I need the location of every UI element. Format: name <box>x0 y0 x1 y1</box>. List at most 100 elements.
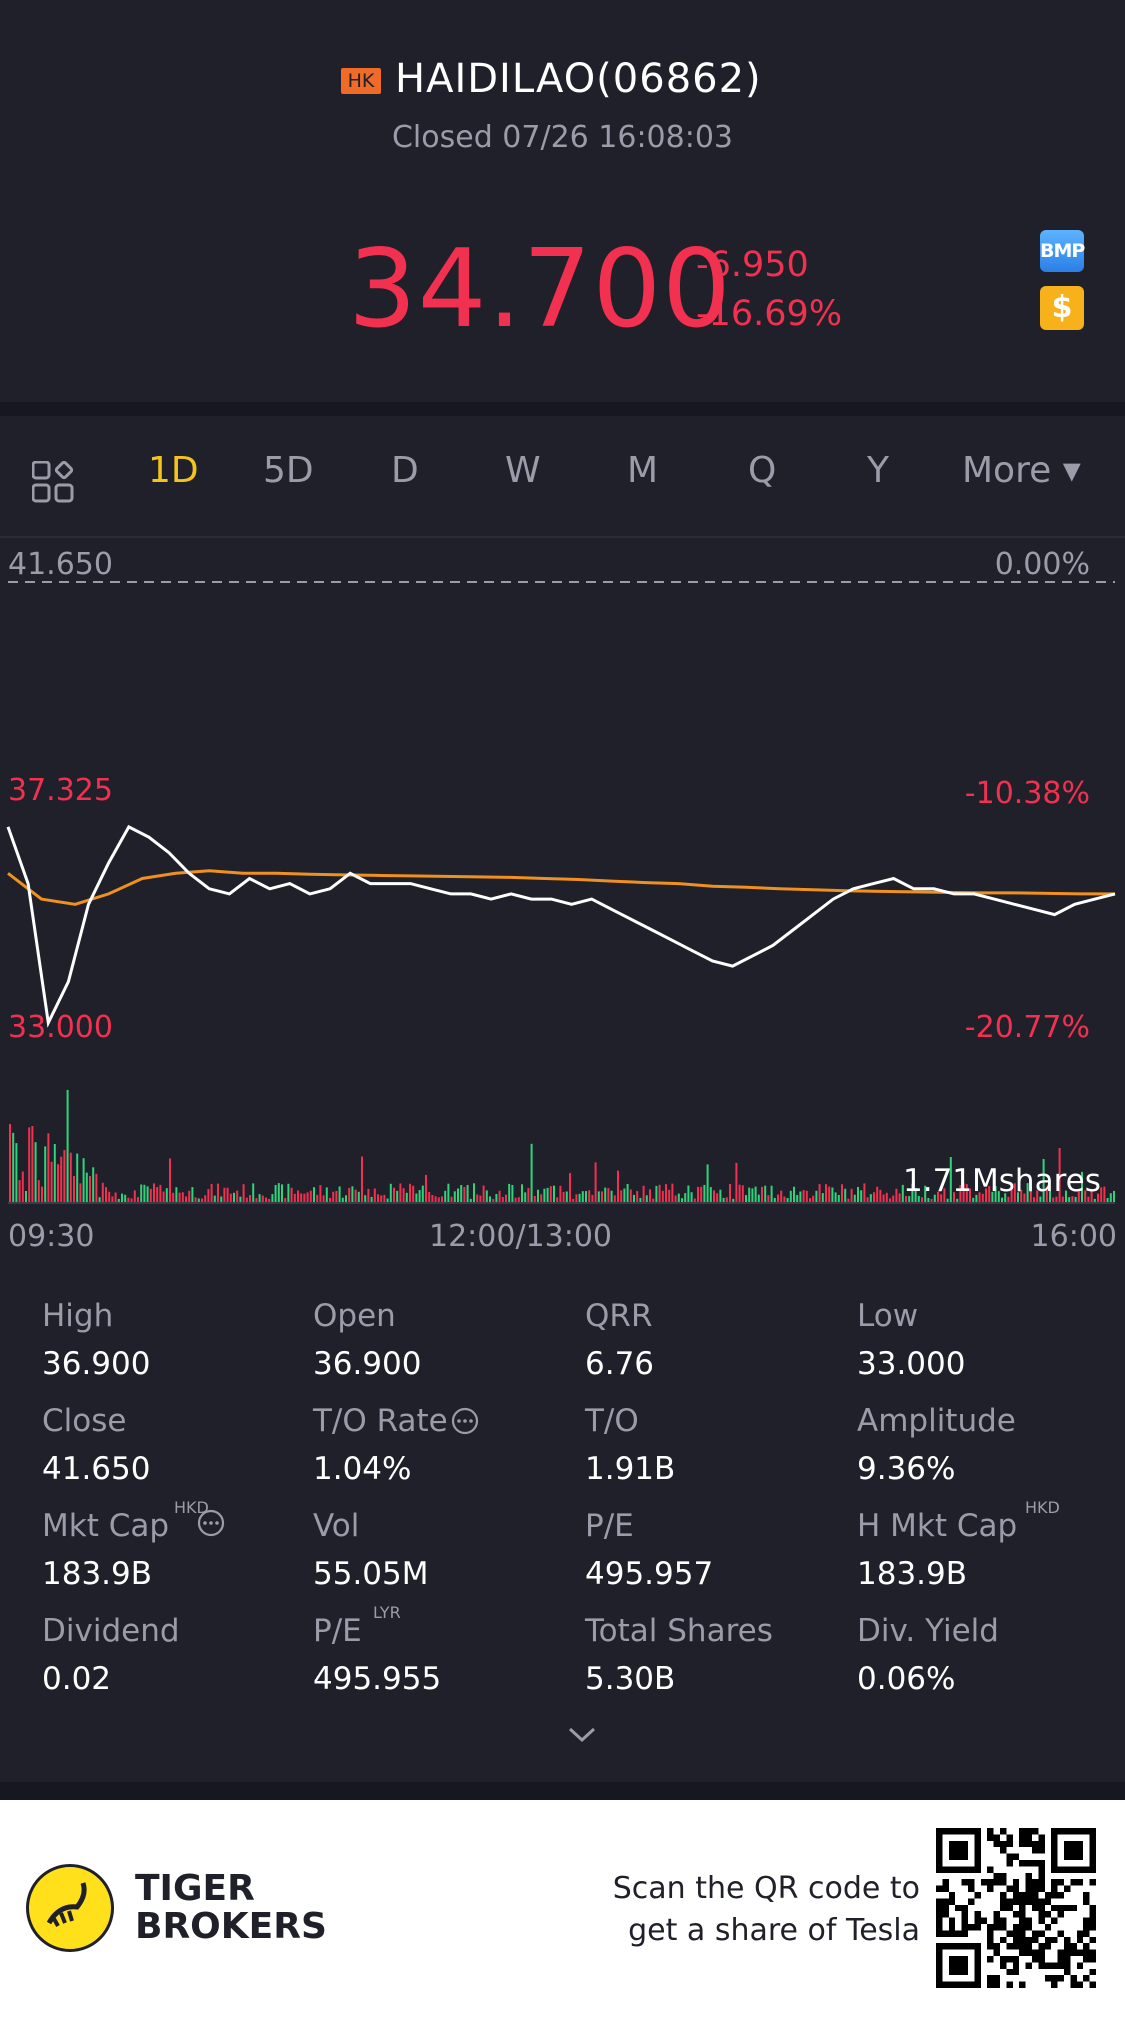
volume-bar <box>393 1187 395 1203</box>
volume-bar <box>767 1195 770 1203</box>
stat-value: 55.05M <box>313 1556 429 1592</box>
volume-bar <box>297 1190 299 1203</box>
tab-y[interactable]: Y <box>867 450 889 491</box>
tab-m[interactable]: M <box>627 450 659 491</box>
chart-mid-price: 37.325 <box>8 773 113 808</box>
volume-bar <box>853 1194 856 1203</box>
volume-bar <box>697 1186 699 1203</box>
tab-more[interactable]: More ▾ <box>962 450 1081 491</box>
volume-bar <box>1029 1186 1032 1203</box>
volume-bar <box>978 1192 981 1203</box>
volume-bar <box>741 1185 744 1203</box>
more-info-icon[interactable] <box>196 1508 226 1542</box>
volume-bar <box>706 1164 709 1203</box>
volume-bar <box>543 1188 546 1203</box>
volume-bar <box>169 1158 171 1203</box>
volume-bar <box>367 1188 370 1203</box>
volume-bar <box>882 1194 885 1203</box>
volume-bar <box>786 1198 789 1203</box>
more-info-icon[interactable] <box>450 1406 480 1440</box>
stat-label: P/E <box>585 1508 634 1544</box>
volume-bar <box>799 1191 802 1203</box>
volume-bar <box>47 1133 50 1203</box>
tab-q[interactable]: Q <box>748 450 777 491</box>
volume-bar <box>844 1188 847 1203</box>
volume-bar <box>898 1193 901 1203</box>
dollar-icon[interactable]: $ <box>1040 286 1084 330</box>
volume-bar <box>863 1183 866 1203</box>
stat-value: 183.9B <box>42 1556 153 1592</box>
volume-bar <box>1001 1197 1003 1203</box>
volume-bar <box>277 1183 280 1203</box>
volume-bar <box>1068 1197 1071 1203</box>
volume-bar <box>274 1185 277 1203</box>
volume-bar <box>879 1189 882 1203</box>
volume-bar <box>677 1193 680 1203</box>
volume-bar <box>575 1194 578 1203</box>
volume-bar <box>361 1156 363 1203</box>
volume-bar <box>764 1185 767 1203</box>
chevron-down-icon[interactable] <box>567 1726 597 1748</box>
volume-bar <box>1081 1171 1083 1203</box>
volume-bar <box>873 1192 875 1203</box>
market-status: Closed 07/26 16:08:03 <box>391 120 734 155</box>
volume-bar <box>777 1194 779 1203</box>
volume-bar <box>517 1197 520 1203</box>
intraday-chart[interactable] <box>0 560 1125 1210</box>
volume-bar <box>69 1152 72 1203</box>
volume-bar <box>303 1193 306 1203</box>
volume-bar <box>220 1196 223 1203</box>
volume-bar <box>761 1186 763 1203</box>
volume-bar <box>869 1194 872 1203</box>
volume-bar <box>21 1171 24 1203</box>
tab-5d[interactable]: 5D <box>263 450 314 491</box>
volume-bar <box>341 1197 344 1203</box>
volume-bar <box>949 1157 952 1203</box>
stat-label: Div. Yield <box>857 1613 999 1649</box>
volume-bar <box>1100 1187 1103 1203</box>
volume-bar <box>537 1189 539 1203</box>
volume-bar <box>965 1184 968 1203</box>
volume-bar <box>585 1191 587 1203</box>
volume-bar <box>1109 1193 1112 1203</box>
volume-bar <box>943 1188 946 1203</box>
volume-bar <box>457 1188 459 1203</box>
volume-bar <box>329 1197 331 1203</box>
volume-bar <box>895 1188 898 1203</box>
tab-d[interactable]: D <box>391 450 419 491</box>
volume-bar <box>415 1193 418 1203</box>
chart-low-price: 33.000 <box>8 1010 113 1045</box>
volume-bar <box>997 1191 1000 1203</box>
volume-bar <box>972 1197 975 1203</box>
tab-w[interactable]: W <box>505 450 541 491</box>
volume-bar <box>703 1184 706 1203</box>
price-change-percent: -16.69% <box>696 294 843 334</box>
volume-bar <box>335 1191 338 1203</box>
stock-title[interactable]: HAIDILAO(06862) <box>395 56 762 102</box>
volume-bar <box>293 1193 296 1203</box>
grid-layout-icon[interactable] <box>31 460 74 503</box>
volume-bar <box>185 1196 187 1203</box>
bmp-icon[interactable]: BMP <box>1040 230 1085 272</box>
volume-bar <box>1039 1196 1042 1203</box>
volume-bar <box>469 1198 472 1203</box>
stat-currency-superscript: LYR <box>373 1603 401 1622</box>
volume-bar <box>885 1192 888 1203</box>
volume-bar <box>383 1194 386 1203</box>
volume-bar <box>281 1184 283 1203</box>
volume-bar <box>345 1195 347 1203</box>
volume-bar <box>380 1195 383 1203</box>
volume-bar <box>969 1188 971 1203</box>
volume-bar <box>821 1193 824 1203</box>
last-price: 34.700 <box>348 227 732 352</box>
tab-1d[interactable]: 1D <box>148 450 199 491</box>
volume-bar <box>418 1190 421 1203</box>
volume-bar <box>34 1142 37 1203</box>
stat-label: T/O <box>585 1403 639 1439</box>
volume-bar <box>889 1198 891 1203</box>
volume-bar <box>655 1185 658 1203</box>
volume-bar <box>229 1193 232 1203</box>
volume-bar <box>386 1198 389 1203</box>
volume-bar <box>514 1197 517 1203</box>
volume-bar <box>191 1187 194 1203</box>
